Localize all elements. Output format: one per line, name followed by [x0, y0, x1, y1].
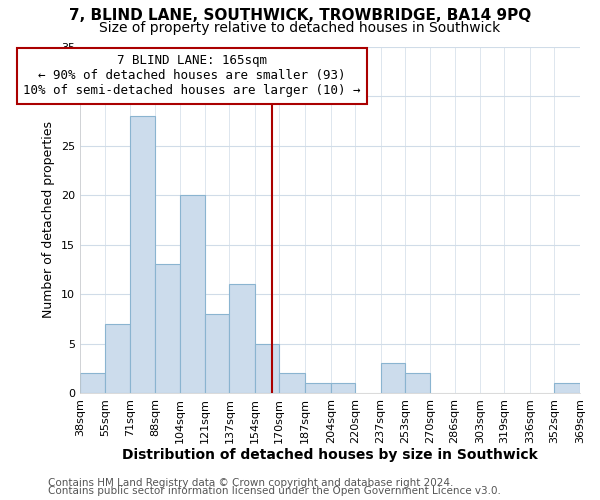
Bar — [106, 324, 130, 393]
Bar — [380, 364, 405, 393]
Bar — [405, 374, 430, 393]
Bar — [331, 383, 355, 393]
Bar — [205, 314, 229, 393]
Text: 7, BLIND LANE, SOUTHWICK, TROWBRIDGE, BA14 9PQ: 7, BLIND LANE, SOUTHWICK, TROWBRIDGE, BA… — [69, 8, 531, 22]
Bar — [80, 374, 106, 393]
Bar — [229, 284, 255, 393]
Bar — [279, 374, 305, 393]
Text: Contains public sector information licensed under the Open Government Licence v3: Contains public sector information licen… — [48, 486, 501, 496]
Bar — [554, 383, 580, 393]
Bar — [305, 383, 331, 393]
Bar — [130, 116, 155, 393]
Text: Contains HM Land Registry data © Crown copyright and database right 2024.: Contains HM Land Registry data © Crown c… — [48, 478, 454, 488]
Text: 7 BLIND LANE: 165sqm
← 90% of detached houses are smaller (93)
10% of semi-detac: 7 BLIND LANE: 165sqm ← 90% of detached h… — [23, 54, 361, 98]
Bar — [179, 195, 205, 393]
Bar — [255, 344, 279, 393]
X-axis label: Distribution of detached houses by size in Southwick: Distribution of detached houses by size … — [122, 448, 538, 462]
Bar — [155, 264, 179, 393]
Y-axis label: Number of detached properties: Number of detached properties — [42, 122, 55, 318]
Text: Size of property relative to detached houses in Southwick: Size of property relative to detached ho… — [100, 21, 500, 35]
